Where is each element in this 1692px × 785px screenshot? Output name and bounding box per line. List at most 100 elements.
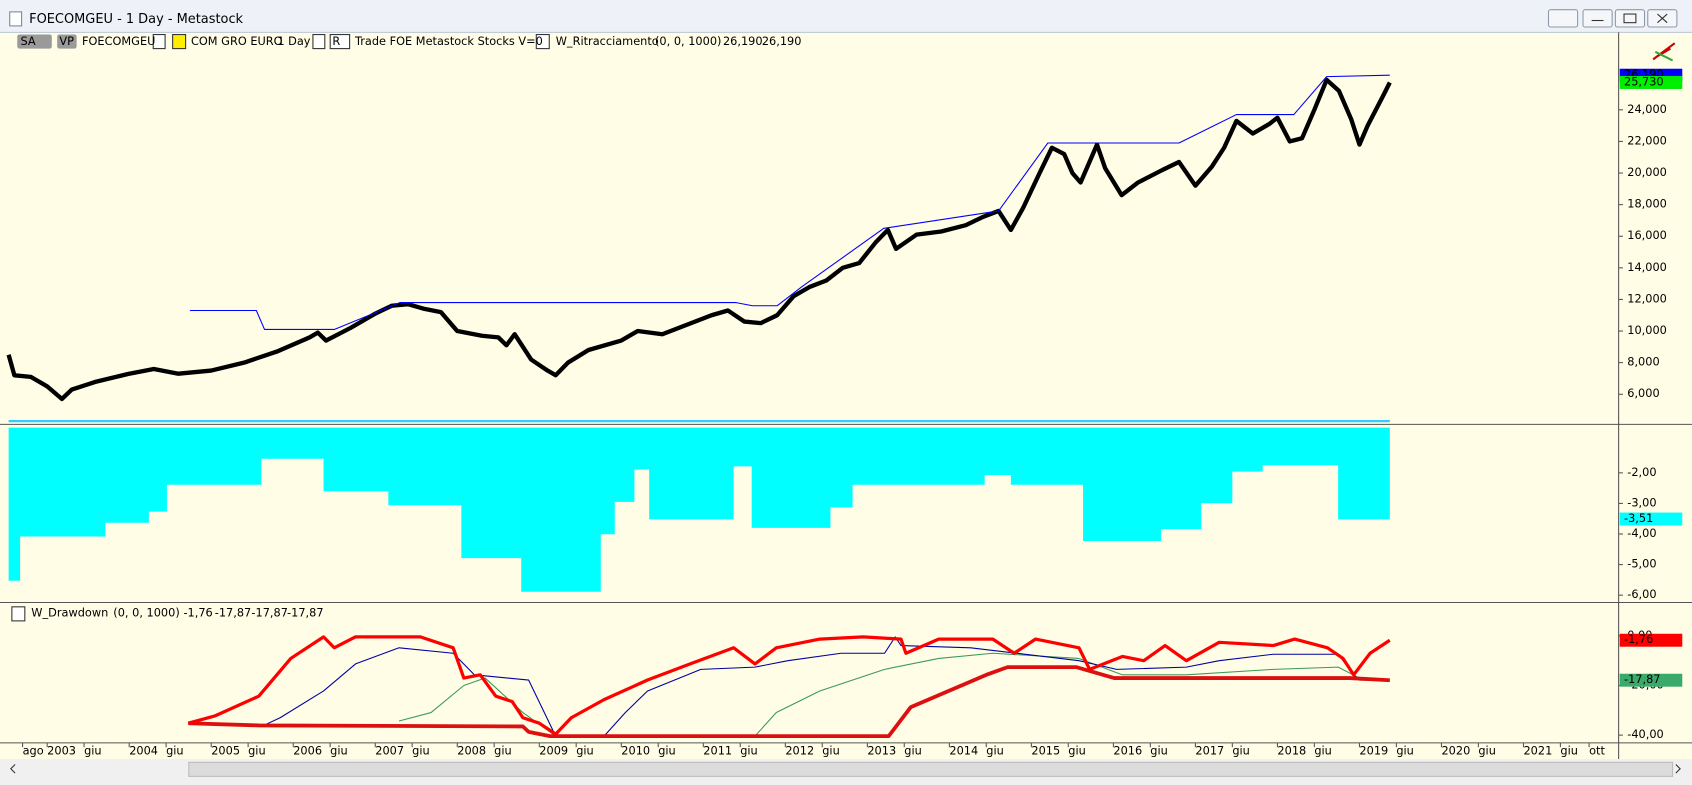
y-tick-label: -5,00 bbox=[1627, 557, 1656, 571]
header-item: -17,87 bbox=[287, 605, 324, 619]
x-tick-label: 2006 bbox=[293, 744, 322, 758]
close-indicator-button[interactable] bbox=[535, 34, 550, 50]
maximize-button[interactable] bbox=[1614, 9, 1646, 28]
x-tick-label: 2012 bbox=[785, 744, 814, 758]
x-tick-label: 2015 bbox=[1031, 744, 1060, 758]
header-item: (0, 0, 1000) bbox=[113, 605, 179, 619]
header-item: Trade FOE Metastock Stocks V=0 bbox=[354, 34, 543, 48]
header-item: 1 Day bbox=[277, 34, 310, 48]
x-tick-label: 2017 bbox=[1195, 744, 1224, 758]
x-tick-label: 2005 bbox=[211, 744, 240, 758]
x-tick-label: giu bbox=[166, 744, 184, 758]
scroll-thumb[interactable] bbox=[188, 761, 1674, 777]
sa-label: SA bbox=[21, 34, 36, 48]
x-tick-label: giu bbox=[1150, 744, 1168, 758]
vp-label: VP bbox=[59, 34, 74, 48]
line bbox=[6, 77, 1392, 402]
x-tick-label: 2003 bbox=[47, 744, 76, 758]
last-value-box bbox=[1619, 633, 1683, 647]
area bbox=[8, 427, 1390, 592]
x-tick-label: giu bbox=[1560, 744, 1578, 758]
x-tick-label: 2011 bbox=[703, 744, 732, 758]
scroll-right[interactable] bbox=[1675, 764, 1681, 774]
x-tick-label: 2016 bbox=[1113, 744, 1142, 758]
header-item: -1,76 bbox=[183, 605, 212, 619]
line bbox=[187, 635, 1391, 736]
minimize-button[interactable] bbox=[1582, 9, 1613, 28]
x-tick-label: giu bbox=[986, 744, 1004, 758]
window-icon bbox=[9, 11, 23, 27]
y-tick-label: 20,000 bbox=[1627, 165, 1667, 179]
x-tick-label: giu bbox=[822, 744, 840, 758]
vp-button[interactable] bbox=[57, 34, 77, 49]
header-item: COM GRO EURO bbox=[191, 34, 283, 48]
last-value-label: -17,87 bbox=[1624, 672, 1661, 686]
x-tick-label: giu bbox=[658, 744, 676, 758]
x-tick-label: giu bbox=[576, 744, 594, 758]
header-item: 26,190 bbox=[762, 34, 802, 48]
restore-button[interactable] bbox=[1547, 9, 1579, 28]
y-tick-label: 18,000 bbox=[1627, 197, 1667, 211]
header-item: W_Drawdown bbox=[31, 605, 108, 619]
scroll-left[interactable] bbox=[10, 764, 16, 774]
x-tick-label: 2020 bbox=[1441, 744, 1470, 758]
style-button[interactable] bbox=[172, 34, 187, 50]
x-tick-label: ago bbox=[23, 744, 44, 758]
y-tick-label: -40,00 bbox=[1627, 727, 1664, 741]
last-value-label: -1,76 bbox=[1624, 632, 1653, 646]
y-tick-label: -3,00 bbox=[1627, 495, 1656, 509]
x-tick-label: giu bbox=[1232, 744, 1250, 758]
x-tick-label: giu bbox=[412, 744, 430, 758]
x-tick-label: giu bbox=[1314, 744, 1332, 758]
y-tick-label: 6,000 bbox=[1627, 386, 1659, 400]
header-item: 26,190 bbox=[723, 34, 763, 48]
dropdown-button[interactable] bbox=[312, 34, 326, 50]
x-tick-label: giu bbox=[1478, 744, 1496, 758]
x-tick-label: giu bbox=[84, 744, 102, 758]
last-value-box bbox=[1619, 76, 1683, 89]
line bbox=[188, 665, 1390, 739]
tool-icon bbox=[1654, 50, 1674, 62]
header-item: FOECOMGEU bbox=[82, 34, 155, 48]
line bbox=[398, 652, 1390, 737]
x-tick-label: 2010 bbox=[621, 744, 650, 758]
y-tick-label: -4,00 bbox=[1627, 526, 1656, 540]
y-tick-label: 14,000 bbox=[1627, 260, 1667, 274]
window-title: FOECOMGEU - 1 Day - Metastock bbox=[29, 12, 243, 27]
y-tick-label: 16,000 bbox=[1627, 228, 1667, 242]
last-value-box bbox=[1619, 673, 1683, 687]
y-tick-label: -6,00 bbox=[1627, 587, 1656, 601]
x-tick-label: 2013 bbox=[867, 744, 896, 758]
maximize-glyph bbox=[1623, 13, 1637, 24]
y-tick-label: 22,000 bbox=[1627, 133, 1667, 147]
last-value-label: 25,730 bbox=[1624, 74, 1664, 88]
x-tick-label: 2014 bbox=[949, 744, 978, 758]
r-label: R bbox=[332, 34, 340, 48]
y-tick-label: 24,000 bbox=[1627, 102, 1667, 116]
x-tick-label: giu bbox=[330, 744, 348, 758]
y-tick-label: 12,000 bbox=[1627, 291, 1667, 305]
x-tick-label: giu bbox=[1068, 744, 1086, 758]
x-tick-label: 2018 bbox=[1277, 744, 1306, 758]
dropdown-button[interactable] bbox=[152, 34, 166, 50]
header-item: -17,87 bbox=[251, 605, 288, 619]
x-tick-label: 2009 bbox=[539, 744, 568, 758]
y-tick-label: 8,000 bbox=[1627, 355, 1659, 369]
sa-button[interactable] bbox=[17, 34, 52, 49]
x-tick-label: 2008 bbox=[457, 744, 486, 758]
r-button[interactable] bbox=[329, 34, 351, 50]
x-tick-label: giu bbox=[494, 744, 512, 758]
header-item: W_Ritracciamento bbox=[556, 34, 659, 48]
y-tick-label: 10,000 bbox=[1627, 323, 1667, 337]
x-tick-label: 2004 bbox=[129, 744, 158, 758]
line bbox=[263, 636, 1390, 737]
x-tick-label: giu bbox=[1396, 744, 1414, 758]
close-indicator-button[interactable] bbox=[11, 606, 26, 622]
x-tick-label: 2021 bbox=[1523, 744, 1552, 758]
last-value-label: -3,51 bbox=[1624, 511, 1653, 525]
header-item: (0, 0, 1000) bbox=[655, 34, 721, 48]
x-tick-label: 2007 bbox=[375, 744, 404, 758]
